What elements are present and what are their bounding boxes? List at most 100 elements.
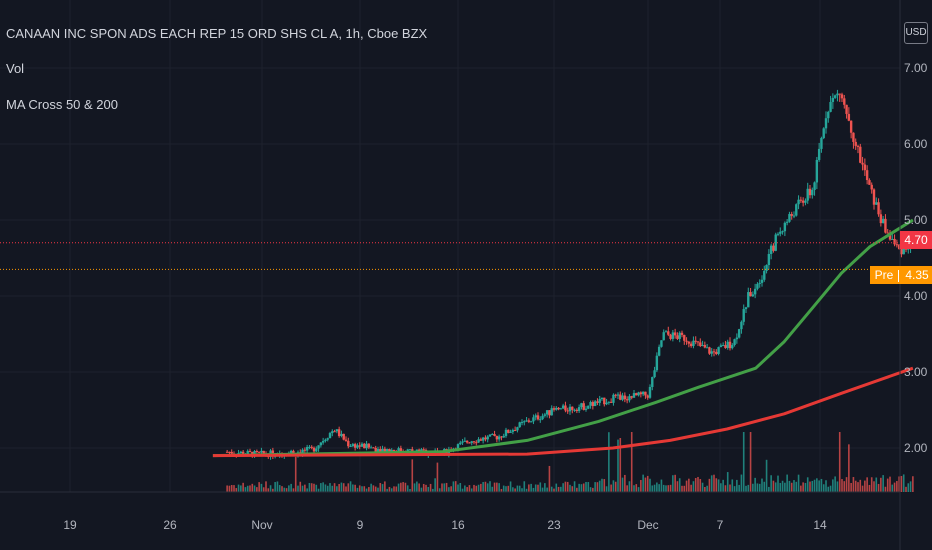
volume-bar [667, 485, 670, 492]
volume-bar [893, 482, 896, 492]
candle-body [580, 403, 583, 408]
candle-body [744, 307, 748, 310]
volume-bar [699, 479, 702, 492]
candle-body [726, 341, 729, 348]
y-tick-label: 2.00 [904, 441, 928, 455]
time-axis[interactable]: 19 26 Nov 9 16 23 Dec 7 14 [63, 518, 827, 532]
volume-bar [614, 481, 617, 492]
volume-bar [564, 481, 567, 492]
candle-body [701, 345, 704, 347]
volume-bar [784, 482, 786, 492]
candle-body [502, 435, 505, 438]
volume-bar [816, 478, 818, 492]
volume-bar [459, 482, 462, 492]
volume-bar [681, 485, 683, 492]
candle-body [660, 340, 663, 347]
volume-bar [802, 482, 804, 492]
volume-bar [452, 481, 455, 492]
volume-bar [850, 482, 852, 492]
candle-body [477, 439, 480, 443]
volume-bar [710, 475, 713, 492]
candle-body [552, 408, 556, 410]
candle-body [795, 204, 798, 216]
candle-body [683, 334, 686, 341]
volume-bar [704, 486, 706, 492]
volume-bar [701, 482, 704, 492]
volume-bar [502, 485, 505, 492]
candle-body [511, 430, 515, 432]
candle-body [872, 189, 876, 205]
candle-body [651, 377, 654, 387]
candle-body [358, 445, 361, 447]
candle-body [895, 244, 899, 246]
volume-bar [818, 480, 820, 492]
volume-bar [427, 487, 430, 492]
volume-legend[interactable]: Vol [6, 61, 25, 76]
candle-body [689, 343, 693, 347]
volume-bar [534, 484, 537, 492]
candle-body [303, 449, 307, 451]
volume-bar [859, 479, 862, 492]
volume-bar [333, 483, 336, 492]
candle-body [324, 439, 327, 442]
volume-bar [384, 481, 386, 492]
volume-bar [374, 486, 377, 492]
currency-button[interactable]: USD [904, 22, 928, 44]
candle-body [518, 422, 521, 428]
volume-bar [544, 483, 546, 492]
volume-bar [857, 482, 859, 492]
moving-averages [212, 218, 914, 458]
candle-body [376, 449, 380, 452]
volume-bar [388, 486, 391, 492]
volume-bar [685, 480, 688, 492]
candle-body [534, 415, 537, 418]
candle-body [836, 93, 839, 96]
volume-bar [900, 476, 903, 492]
volume-bar [649, 478, 651, 492]
x-tick-label: Nov [251, 518, 272, 532]
candle-body [545, 410, 549, 415]
volume-bar [589, 487, 592, 492]
volume-bar [283, 487, 286, 492]
ma-legend[interactable]: MA Cross 50 & 200 [6, 97, 118, 112]
candle-body [301, 449, 304, 454]
volume-bar [347, 483, 350, 492]
volume-bar [514, 488, 516, 492]
volume-bar [379, 482, 382, 492]
candle-body [705, 347, 709, 349]
volume-bar [713, 474, 715, 492]
candle-body [228, 451, 231, 453]
volume-bar [674, 474, 676, 492]
candle-body [877, 202, 880, 215]
candle-body [769, 245, 773, 254]
volume-bar [521, 488, 523, 492]
candle-body [491, 434, 494, 436]
candle-body [593, 401, 597, 407]
volume-bar [786, 474, 788, 492]
candle-body [472, 441, 476, 443]
volume-bar [736, 479, 738, 492]
volume-bar [585, 481, 587, 492]
candle-body [344, 439, 348, 441]
x-tick-label: 19 [63, 518, 77, 532]
volume-bar [811, 480, 814, 492]
candle-body [854, 141, 857, 146]
volume-bar [665, 485, 667, 492]
volume-bar [843, 481, 846, 492]
candle-body [875, 202, 878, 205]
candle-body [710, 351, 713, 354]
candle-body [685, 340, 688, 342]
candle-body [550, 408, 553, 416]
volume-bar [582, 483, 585, 492]
volume-bar [464, 485, 466, 492]
volume-bar [555, 483, 558, 492]
price-axis[interactable]: 2.00 3.00 4.00 5.00 6.00 7.00 [904, 61, 928, 455]
candle-body [399, 448, 403, 452]
volume-bar [329, 483, 331, 492]
volume-bar [870, 477, 873, 492]
volume-bar [276, 481, 279, 492]
volume-bar [619, 438, 622, 492]
symbol-title[interactable]: CANAAN INC SPON ADS EACH REP 15 ORD SHS … [6, 26, 428, 41]
volume-bar [795, 481, 798, 492]
